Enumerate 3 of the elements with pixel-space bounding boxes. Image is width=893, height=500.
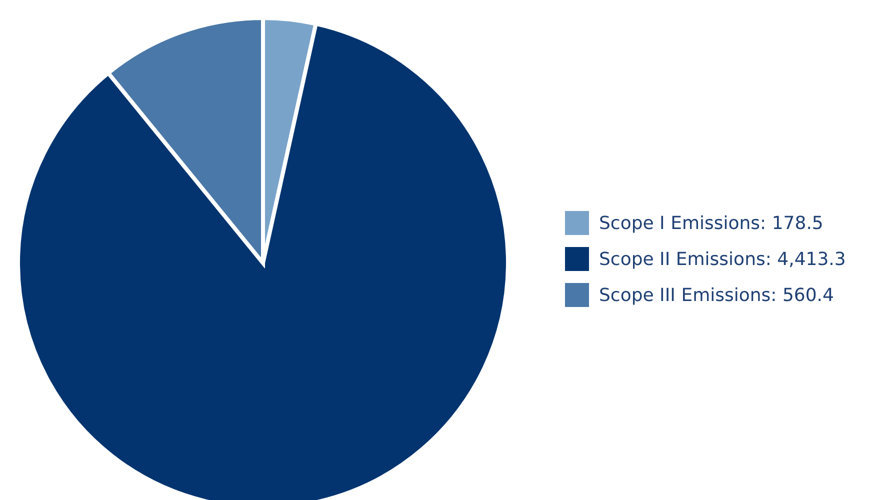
legend-label: Scope III Emissions: 560.4 bbox=[599, 284, 834, 306]
legend-label: Scope I Emissions: 178.5 bbox=[599, 212, 824, 234]
legend-label: Scope II Emissions: 4,413.3 bbox=[599, 248, 846, 270]
